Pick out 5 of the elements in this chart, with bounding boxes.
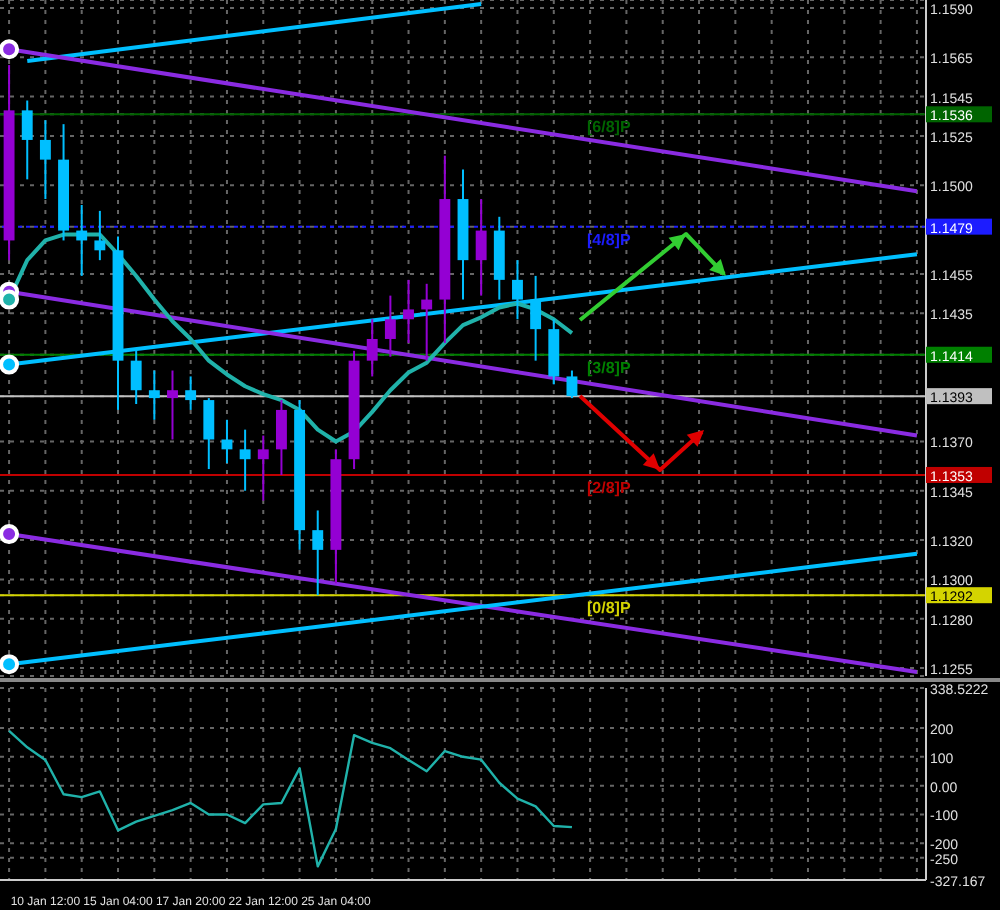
ref-line-label: [2/8]P — [587, 478, 632, 497]
ref-line-label: [4/8]P — [587, 230, 632, 249]
ref-line-label: [6/8]P — [587, 118, 632, 137]
ref-line-label: [3/8]P — [587, 358, 632, 377]
ref-line-label: [0/8]P — [587, 599, 632, 618]
